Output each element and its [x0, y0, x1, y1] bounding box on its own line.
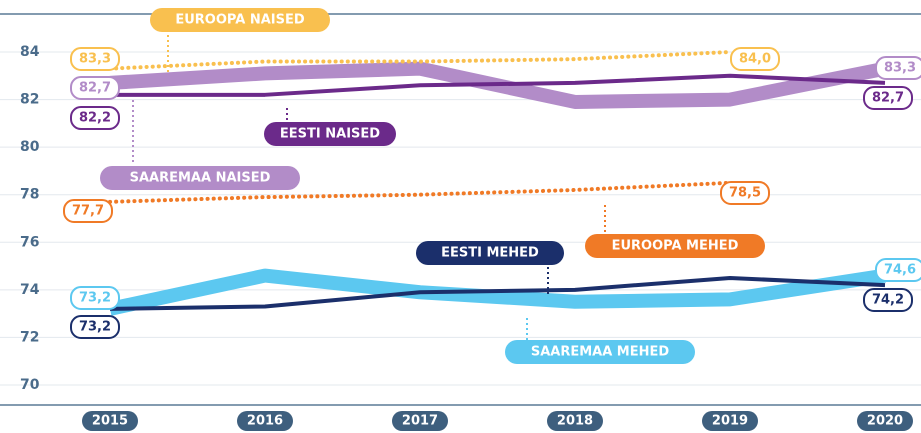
x-tick-pill [857, 411, 913, 431]
y-tick-label: 70 [20, 377, 40, 393]
x-tick-label: 2017 [402, 414, 438, 429]
series-line [108, 268, 887, 316]
value-label-box [70, 47, 120, 71]
value-label-box [70, 76, 120, 100]
value-label-box [720, 181, 770, 205]
value-label: 74,2 [872, 293, 904, 308]
value-label-box [863, 86, 913, 110]
value-label: 82,7 [872, 91, 904, 106]
legend-label: EUROOPA MEHED [612, 239, 739, 254]
legend-pill [505, 340, 695, 364]
x-tick-pill [547, 411, 603, 431]
series-line [108, 180, 732, 204]
y-tick-label: 82 [20, 92, 39, 108]
value-label: 77,7 [72, 204, 104, 219]
legend-pill [100, 166, 300, 190]
value-label-box [863, 288, 913, 312]
x-tick-pill [82, 411, 138, 431]
x-tick-label: 2020 [867, 414, 903, 429]
legend-label: SAAREMAA MEHED [531, 345, 670, 360]
value-label: 73,2 [79, 291, 111, 306]
x-tick-label: 2018 [557, 414, 593, 429]
legend-pill [150, 8, 330, 32]
value-label: 83,3 [884, 61, 916, 76]
value-label-box [730, 47, 780, 71]
series-line [109, 275, 886, 311]
y-tick-label: 84 [20, 44, 40, 60]
legend-label: EESTI NAISED [280, 127, 380, 142]
value-label-box [875, 56, 921, 80]
value-label-box [70, 315, 120, 339]
value-label-box [875, 258, 921, 282]
value-label: 84,0 [739, 52, 771, 67]
value-label-box [70, 286, 120, 310]
y-tick-label: 76 [20, 234, 39, 250]
legend-pill [416, 241, 564, 265]
series-line [110, 73, 886, 97]
value-label-box [70, 106, 120, 130]
x-tick-label: 2016 [247, 414, 283, 429]
legend-pill [264, 122, 396, 146]
value-label-box [63, 199, 113, 223]
legend-label: EUROOPA NAISED [175, 13, 304, 28]
x-tick-pill [702, 411, 758, 431]
series-line [108, 50, 732, 71]
x-tick-pill [237, 411, 293, 431]
value-label: 74,6 [884, 263, 916, 278]
y-tick-label: 78 [20, 187, 39, 203]
legend-label: EESTI MEHED [441, 246, 539, 261]
x-tick-label: 2019 [712, 414, 748, 429]
value-label: 73,2 [79, 320, 111, 335]
value-label: 82,2 [79, 111, 111, 126]
y-tick-label: 80 [20, 139, 40, 155]
legend-label: SAAREMAA NAISED [130, 171, 271, 186]
legend-pill [585, 234, 765, 258]
value-label: 78,5 [729, 186, 761, 201]
y-tick-label: 74 [20, 282, 40, 298]
value-label: 82,7 [79, 81, 111, 96]
y-tick-label: 72 [20, 329, 39, 345]
x-tick-label: 2015 [92, 414, 128, 429]
x-tick-pill [392, 411, 448, 431]
value-label: 83,3 [79, 52, 111, 67]
